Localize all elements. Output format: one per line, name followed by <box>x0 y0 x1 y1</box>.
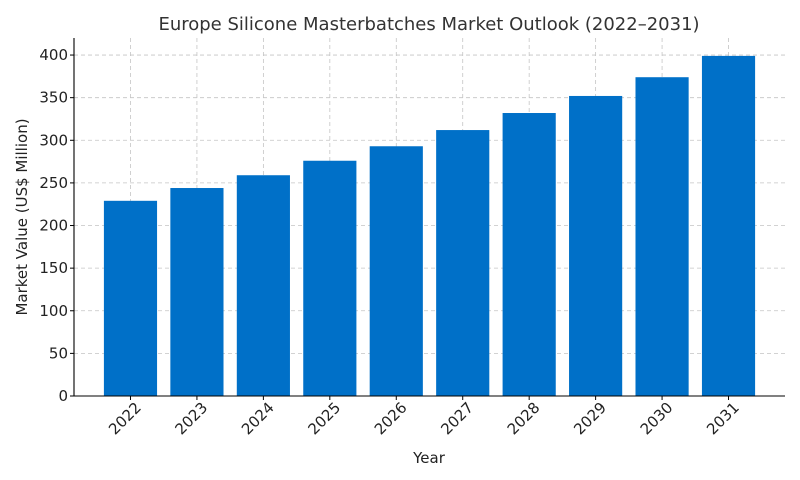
x-tick-label: 2024 <box>238 399 278 439</box>
x-axis-label: Year <box>412 449 446 467</box>
y-axis-label: Market Value (US$ Million) <box>13 118 31 315</box>
bar-2024 <box>236 175 290 396</box>
y-tick-label: 100 <box>39 302 68 320</box>
bar-2028 <box>502 113 556 396</box>
bar-2023 <box>170 188 224 396</box>
axes <box>70 38 785 400</box>
y-tick-label: 300 <box>39 131 68 149</box>
bar-2031 <box>701 55 756 397</box>
x-tick-label: 2028 <box>504 399 544 439</box>
y-tick-label: 400 <box>39 46 68 64</box>
chart-title: Europe Silicone Masterbatches Market Out… <box>158 14 699 35</box>
x-tick-label: 2030 <box>637 399 677 439</box>
bar-2022 <box>103 200 158 396</box>
x-tick-label: 2026 <box>371 399 411 439</box>
bar-2027 <box>436 130 490 397</box>
bar-2026 <box>369 146 423 396</box>
bar-2030 <box>635 77 689 396</box>
y-tick-label: 200 <box>39 217 68 235</box>
y-tick-label: 150 <box>39 259 68 277</box>
bars <box>103 55 756 397</box>
x-tick-label: 2023 <box>172 399 212 439</box>
y-tick-label: 50 <box>49 344 68 362</box>
x-tick-label: 2029 <box>570 399 610 439</box>
bar-2025 <box>303 160 357 396</box>
x-tick-label: 2027 <box>437 399 477 439</box>
y-tick-label: 250 <box>39 174 68 192</box>
y-tick-label: 0 <box>58 387 68 405</box>
x-tick-label: 2025 <box>304 399 344 439</box>
x-tick-label: 2031 <box>703 399 743 439</box>
bar-2029 <box>569 95 623 396</box>
x-tick-label: 2022 <box>105 399 145 439</box>
y-tick-label: 350 <box>39 89 68 107</box>
